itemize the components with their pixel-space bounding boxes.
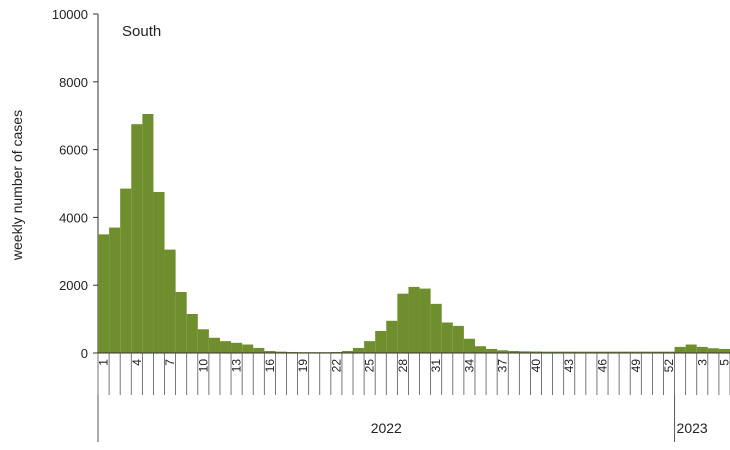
bar	[109, 227, 121, 353]
bar	[718, 348, 730, 353]
bar	[619, 351, 631, 353]
bars	[98, 114, 730, 353]
bar	[430, 303, 442, 353]
bar	[375, 330, 387, 353]
bar	[530, 351, 542, 353]
y-tick-label: 2000	[59, 278, 88, 293]
bar	[641, 351, 653, 353]
bar	[386, 320, 398, 353]
bar	[286, 351, 298, 353]
y-tick-label: 0	[81, 346, 88, 361]
bar	[120, 188, 132, 353]
bar	[696, 346, 708, 353]
bar	[253, 347, 265, 353]
x-tick-label: 34	[462, 359, 476, 373]
bar	[242, 344, 254, 353]
bar	[541, 351, 553, 353]
x-tick-label: 16	[263, 359, 277, 373]
x-tick-label: 49	[629, 359, 643, 373]
x-tick-label: 43	[562, 359, 576, 373]
bar	[685, 344, 697, 353]
bar	[330, 351, 342, 353]
bar	[486, 348, 498, 353]
x-tick-label: 4	[130, 359, 144, 366]
bar	[585, 351, 597, 353]
y-tick-label: 6000	[59, 143, 88, 158]
y-tick-label: 4000	[59, 210, 88, 225]
x-tick-label: 10	[196, 359, 210, 373]
x-tick-label: 13	[230, 359, 244, 373]
bar	[596, 351, 609, 353]
x-tick-label: 25	[363, 359, 377, 373]
x-tick-label: 40	[529, 359, 543, 373]
bar	[131, 124, 143, 353]
bar	[674, 346, 686, 353]
x-tick-label: 5	[717, 359, 730, 366]
bar	[397, 293, 409, 353]
x-tick-label: 19	[296, 359, 310, 373]
bar	[186, 314, 198, 353]
bar	[419, 288, 431, 353]
bar	[608, 351, 620, 353]
year-label: 2022	[371, 420, 402, 436]
bar	[452, 325, 464, 353]
bar	[364, 341, 376, 353]
x-tick-label: 28	[396, 359, 410, 373]
bar	[563, 351, 575, 353]
bar	[519, 351, 531, 353]
bar	[441, 322, 453, 353]
bar	[474, 346, 487, 353]
y-tick-label: 8000	[59, 75, 88, 90]
x-axis: 1 4 7 10 13 16 19 22 25 28 31 34 37 40 43 46 49 52 3 5 2022 2…	[97, 352, 730, 442]
year-label: 2023	[677, 420, 708, 436]
x-tick-label: 3	[695, 359, 709, 366]
y-axis-label: weekly number of cases	[9, 110, 25, 261]
x-tick-label: 22	[329, 359, 343, 373]
x-tick-label: 7	[163, 359, 177, 366]
bar	[630, 351, 642, 353]
bar	[353, 347, 365, 353]
x-tick-label: 1	[97, 359, 111, 366]
bar	[463, 338, 475, 353]
bar	[208, 337, 220, 353]
bar	[275, 351, 287, 353]
bar	[408, 286, 420, 353]
bar	[707, 348, 719, 353]
bar	[164, 249, 176, 353]
x-tick-label: 46	[595, 359, 609, 373]
y-tick-label: 10000	[52, 7, 88, 22]
bar	[142, 114, 154, 353]
bar	[264, 350, 276, 353]
bar	[497, 350, 509, 353]
bar	[153, 191, 165, 353]
panel-label: South	[122, 23, 161, 40]
x-tick-label: 52	[662, 359, 676, 373]
bar	[98, 234, 110, 353]
bar	[574, 351, 586, 353]
bar	[197, 329, 209, 353]
bar	[552, 351, 564, 353]
y-axis: 0 2000 4000 6000 8000 10000	[52, 7, 99, 361]
bar	[219, 341, 232, 353]
bar	[663, 351, 675, 353]
bar	[231, 342, 243, 353]
x-tick-label: 37	[496, 359, 510, 373]
bar	[341, 350, 354, 353]
bar	[508, 350, 520, 353]
bar	[652, 351, 664, 353]
bar	[175, 291, 187, 353]
x-tick-label: 31	[429, 359, 443, 373]
